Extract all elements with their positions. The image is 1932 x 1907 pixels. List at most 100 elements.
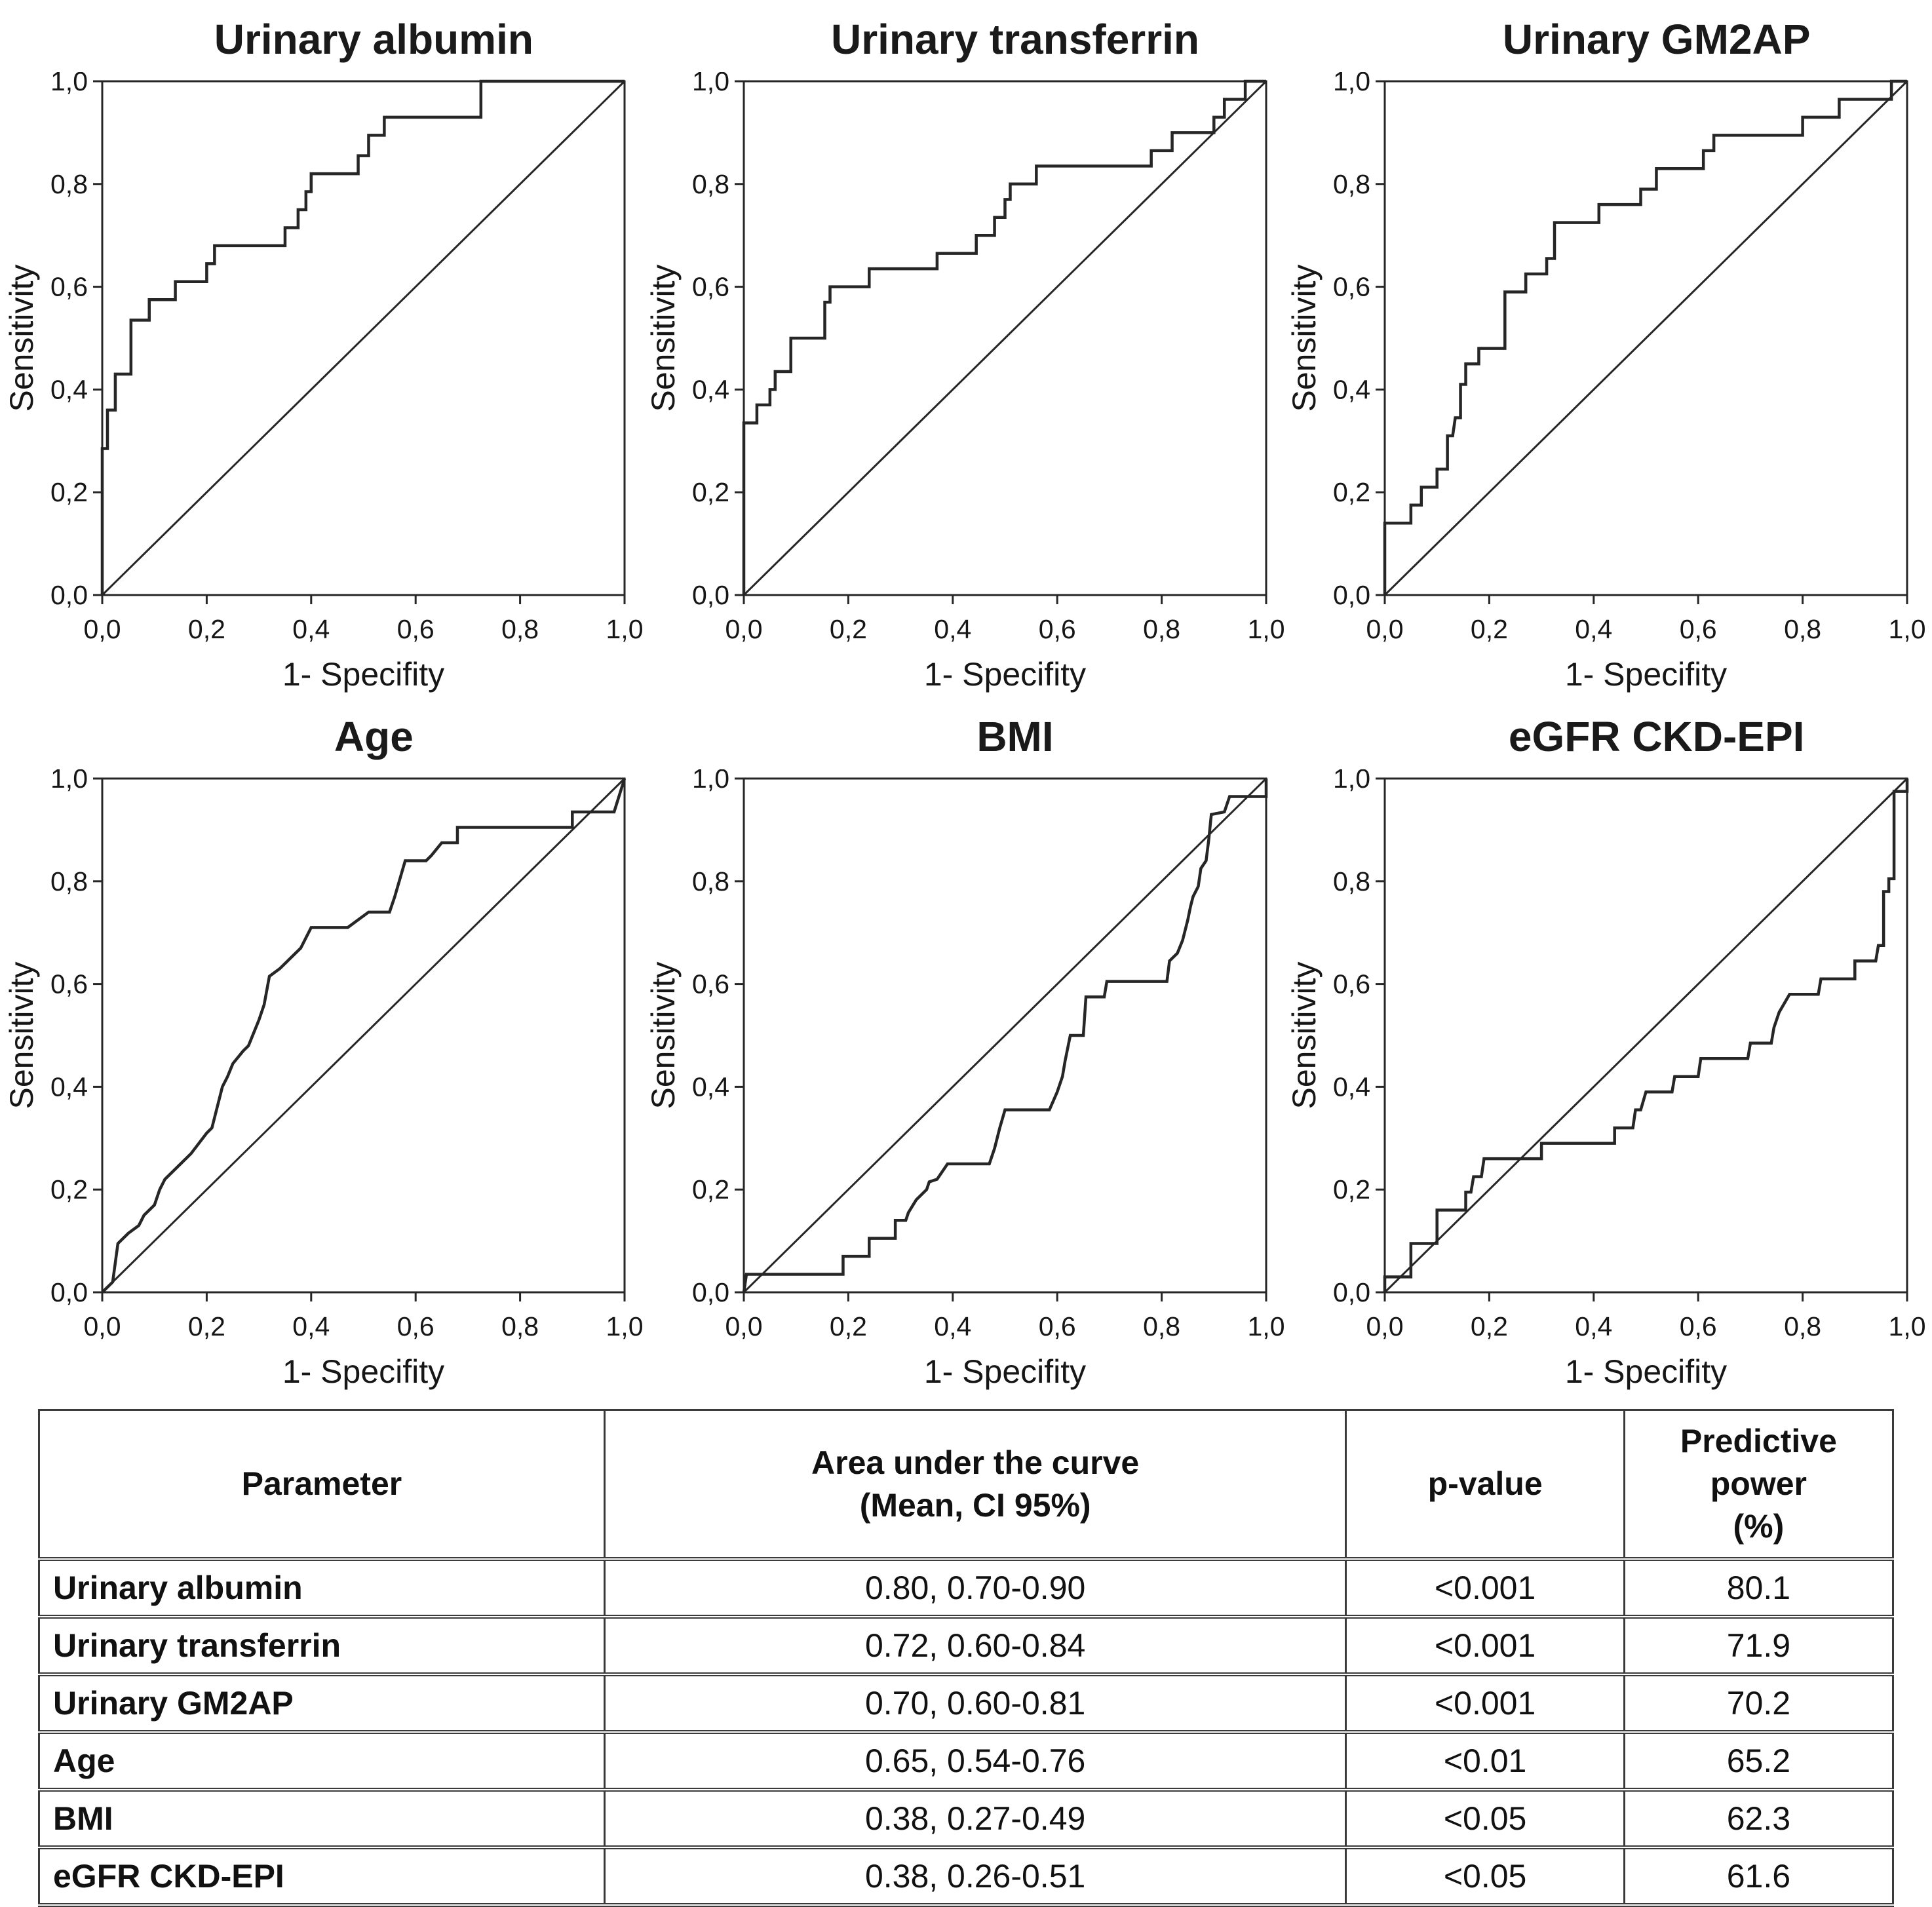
x-tick-label: 0,6: [397, 1311, 435, 1341]
cell-p-value: <0.01: [1345, 1732, 1625, 1792]
x-tick-label: 0,0: [1366, 614, 1404, 644]
x-tick-label: 0,2: [188, 614, 225, 644]
roc-chart-urinary-albumin: Urinary albumin 0,0 0,2 0,4 0,6 0,8 1,0 0,0 0,2…: [4, 7, 646, 695]
x-tick-label: 0,2: [188, 1311, 225, 1341]
table-row: Age 0.65, 0.54-0.76 <0.01 65.2: [39, 1732, 1895, 1792]
reference-diagonal: [1384, 777, 1908, 1294]
table-row: eGFR CKD-EPI 0.38, 0.26-0.51 <0.05 61.6: [39, 1847, 1895, 1907]
table-header-p-value: p-value: [1345, 1410, 1625, 1561]
y-axis-label: Sensitivity: [646, 961, 682, 1109]
x-tick-label: 0,4: [934, 1311, 971, 1341]
y-tick-label: 0,6: [1333, 969, 1370, 999]
y-tick-label: 0,2: [692, 477, 729, 507]
y-tick-label: 0,4: [50, 1071, 88, 1102]
x-tick-label: 0,8: [1784, 614, 1821, 644]
x-axis-label: 1- Specifity: [923, 656, 1085, 693]
x-tick-label: 0,6: [397, 614, 435, 644]
cell-parameter: Urinary GM2AP: [39, 1674, 606, 1734]
x-axis-label: 1- Specifity: [282, 1353, 444, 1390]
y-tick-label: 0,6: [50, 969, 88, 999]
y-tick-label: 0,0: [50, 580, 88, 610]
table-row: BMI 0.38, 0.27-0.49 <0.05 62.3: [39, 1790, 1895, 1849]
x-tick-label: 1,0: [606, 1311, 644, 1341]
y-tick-label: 0,0: [1333, 1277, 1370, 1307]
cell-parameter: Urinary albumin: [39, 1559, 606, 1619]
x-tick-label: 0,0: [725, 1311, 762, 1341]
x-tick-label: 0,8: [1784, 1311, 1821, 1341]
y-tick-label: 0,0: [50, 1277, 88, 1307]
y-tick-label: 1,0: [50, 72, 88, 96]
x-tick-label: 0,4: [1575, 614, 1613, 644]
x-axis-label: 1- Specifity: [1565, 656, 1727, 693]
roc-curve: [101, 778, 627, 1294]
plot-frame: [1383, 777, 1908, 1294]
table-row: Urinary transferrin 0.72, 0.60-0.84 <0.0…: [39, 1617, 1895, 1676]
reference-diagonal: [101, 80, 626, 596]
roc-chart-bmi: BMI 0,0 0,2 0,4 0,6 0,8 1,0 0,0 0,2 0,4 0,6 0,8 1,0…: [646, 704, 1287, 1392]
roc-chart-urinary-transferrin: Urinary transferrin 0,0 0,2 0,4 0,6 0,8 1,0 0,…: [646, 7, 1287, 695]
y-tick-label: 0,2: [50, 1174, 88, 1204]
y-tick-label: 0,6: [1333, 272, 1370, 302]
y-tick-label: 0,4: [1333, 1071, 1370, 1102]
x-tick-label: 1,0: [1889, 1311, 1926, 1341]
header-label-sub: (%): [1733, 1508, 1785, 1545]
roc-curve: [100, 79, 625, 595]
y-tick-label: 1,0: [692, 769, 729, 794]
y-tick-label: 0,6: [692, 969, 729, 999]
cell-predictive-power: 65.2: [1624, 1732, 1895, 1792]
x-tick-label: 0,8: [501, 614, 539, 644]
x-tick-label: 0,4: [292, 614, 330, 644]
cell-parameter: eGFR CKD-EPI: [39, 1847, 606, 1907]
cell-p-value: <0.05: [1345, 1790, 1625, 1849]
x-tick-label: 0,8: [1143, 614, 1180, 644]
plot-frame: [1383, 80, 1908, 596]
roc-plot: 0,0 0,2 0,4 0,6 0,8 1,0 0,0 0,2 0,4 0,6 0,8 1,0 1- S…: [646, 72, 1285, 693]
y-axis-label: Sensitivity: [4, 961, 40, 1109]
y-tick-label: 0,0: [692, 580, 729, 610]
chart-title: Urinary GM2AP: [1502, 16, 1811, 63]
roc-curve: [1383, 779, 1909, 1292]
reference-diagonal: [743, 80, 1267, 596]
x-tick-label: 1,0: [1247, 614, 1285, 644]
x-tick-label: 1,0: [1247, 1311, 1285, 1341]
x-tick-label: 1,0: [606, 614, 644, 644]
x-tick-label: 0,8: [501, 1311, 539, 1341]
roc-chart-egfr-ckd-epi: eGFR CKD-EPI 0,0 0,2 0,4 0,6 0,8 1,0 0,0 0,2 0,4…: [1286, 704, 1928, 1392]
plot-frame: [101, 777, 626, 1294]
y-tick-label: 0,6: [692, 272, 729, 302]
x-tick-label: 0,0: [1366, 1311, 1404, 1341]
table-header-predictive-power: Predictive power (%): [1624, 1410, 1895, 1561]
cell-auc: 0.70, 0.60-0.81: [604, 1674, 1347, 1734]
header-label: Predictive power: [1680, 1423, 1837, 1502]
cell-auc: 0.72, 0.60-0.84: [604, 1617, 1347, 1676]
y-tick-label: 0,2: [692, 1174, 729, 1204]
plot-frame: [743, 777, 1267, 1294]
chart-title: Age: [334, 713, 414, 760]
cell-predictive-power: 71.9: [1624, 1617, 1895, 1676]
x-tick-label: 0,6: [1038, 614, 1075, 644]
roc-plot: 0,0 0,2 0,4 0,6 0,8 1,0 0,0 0,2 0,4 0,6 0,8 1,0 1- S…: [4, 769, 644, 1390]
y-tick-label: 0,8: [50, 169, 88, 199]
chart-title: BMI: [976, 713, 1054, 760]
table-header-parameter: Parameter: [39, 1410, 606, 1561]
chart-title: eGFR CKD-EPI: [1508, 713, 1805, 760]
reference-diagonal: [1384, 80, 1908, 596]
y-tick-label: 0,4: [1333, 374, 1370, 404]
y-tick-label: 0,8: [1333, 169, 1370, 199]
y-axis-label: Sensitivity: [1286, 961, 1323, 1109]
cell-p-value: <0.05: [1345, 1847, 1625, 1907]
header-label-sub: (Mean, CI 95%): [859, 1486, 1091, 1524]
y-tick-label: 0,8: [692, 866, 729, 896]
cell-p-value: <0.001: [1345, 1617, 1625, 1676]
x-tick-label: 0,4: [1575, 1311, 1613, 1341]
roc-plot: 0,0 0,2 0,4 0,6 0,8 1,0 0,0 0,2 0,4 0,6 0,8 1,0 1- S…: [646, 769, 1285, 1390]
header-label: Area under the curve: [811, 1444, 1140, 1481]
cell-parameter: Urinary transferrin: [39, 1617, 606, 1676]
x-tick-label: 0,2: [1471, 614, 1508, 644]
roc-chart-urinary-gm2ap: Urinary GM2AP 0,0 0,2 0,4 0,6 0,8 1,0 0,0 0,2 0,…: [1286, 7, 1928, 695]
y-tick-label: 1,0: [692, 72, 729, 96]
x-tick-label: 0,2: [1471, 1311, 1508, 1341]
y-tick-label: 0,2: [50, 477, 88, 507]
cell-p-value: <0.001: [1345, 1674, 1625, 1734]
x-axis-label: 1- Specifity: [923, 1353, 1085, 1390]
